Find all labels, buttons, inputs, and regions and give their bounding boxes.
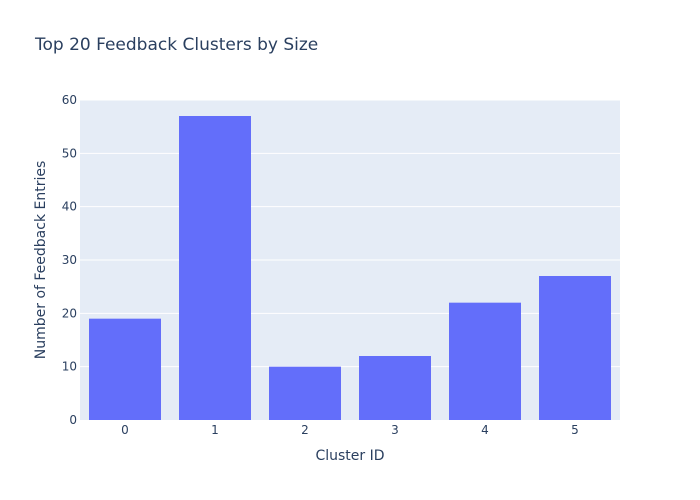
x-tick-label: 3 <box>391 423 399 437</box>
x-tick-label: 0 <box>121 423 129 437</box>
x-tick-label: 5 <box>571 423 579 437</box>
y-axis-ticks: 0 10 20 30 40 50 60 <box>62 93 77 427</box>
y-tick-label: 10 <box>62 360 77 374</box>
x-tick-label: 1 <box>211 423 219 437</box>
bars <box>89 116 611 420</box>
bar-cluster-4[interactable] <box>449 302 521 420</box>
y-axis-title: Number of Feedback Entries <box>33 161 49 360</box>
x-axis-title: Cluster ID <box>315 448 384 464</box>
bar-cluster-1[interactable] <box>179 116 251 420</box>
y-tick-label: 40 <box>62 200 77 214</box>
bar-cluster-3[interactable] <box>359 356 431 420</box>
x-tick-label: 4 <box>481 423 489 437</box>
gridlines <box>80 99 620 368</box>
y-tick-label: 0 <box>69 413 77 427</box>
chart-title: Top 20 Feedback Clusters by Size <box>34 35 318 55</box>
x-tick-label: 2 <box>301 423 309 437</box>
bar-cluster-2[interactable] <box>269 366 341 420</box>
bar-cluster-5[interactable] <box>539 276 611 420</box>
y-tick-label: 60 <box>62 93 77 107</box>
y-tick-label: 30 <box>62 253 77 267</box>
x-axis-ticks: 0 1 2 3 4 5 <box>121 423 579 437</box>
y-tick-label: 50 <box>62 146 77 160</box>
bar-cluster-0[interactable] <box>89 318 161 420</box>
y-tick-label: 20 <box>62 306 77 320</box>
